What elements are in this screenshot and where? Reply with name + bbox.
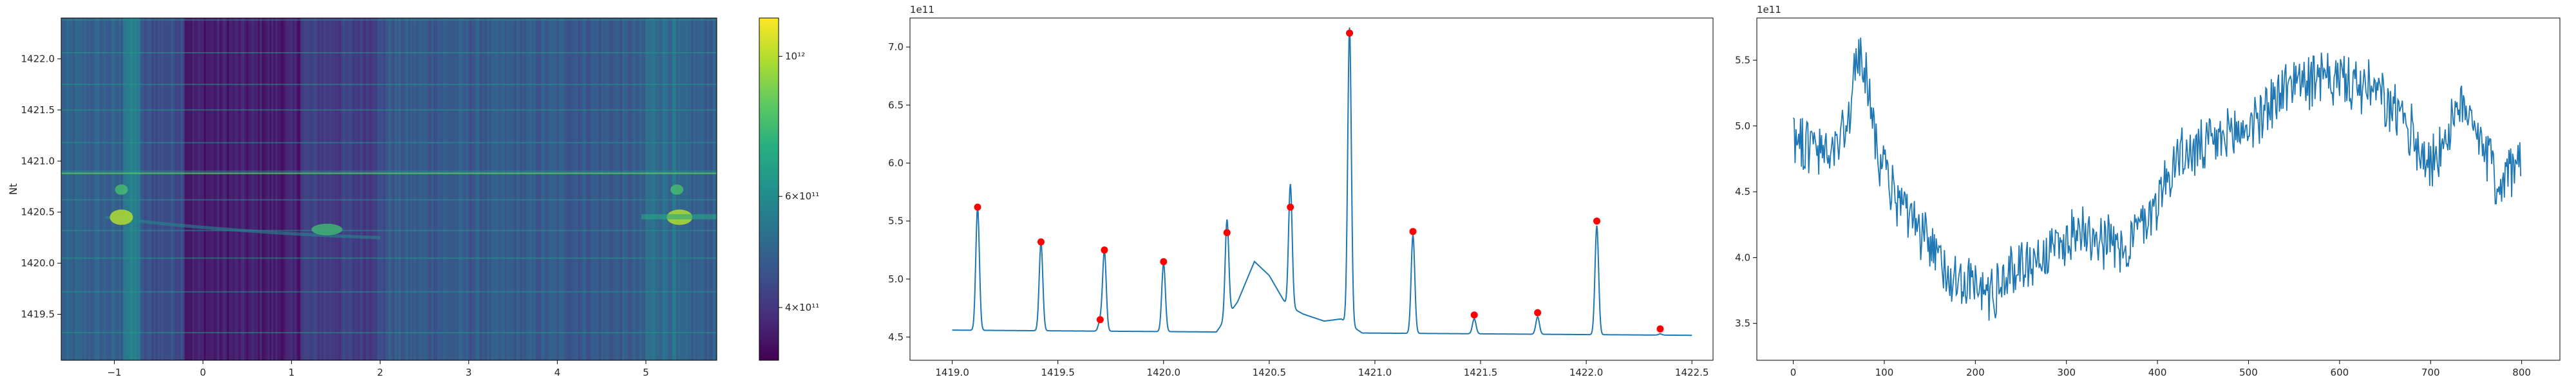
timeseries-y-tick-label: 3.5 (1735, 318, 1750, 329)
colorbar: 4×10¹¹ 6×10¹¹ 10¹² (759, 17, 819, 361)
spectrum-panel: 1419.0 1419.5 1420.0 1420.5 1421.0 1421.5 1422… (888, 4, 1714, 378)
spectrum-y-tick-label: 5.0 (888, 273, 904, 285)
peak-marker (1223, 229, 1231, 237)
spectrum-x-tick-label: 1422.0 (1569, 367, 1604, 378)
peak-marker (1470, 311, 1478, 319)
spectrum-y-ticks: 4.5 5.0 5.5 6.0 6.5 7.0 (888, 41, 910, 343)
heatmap-x-tick-label: −1 (107, 367, 121, 378)
spectrum-x-tick-label: 1419.5 (1041, 367, 1075, 378)
timeseries-x-tick-label: 600 (2331, 367, 2349, 378)
peak-marker (1101, 246, 1108, 254)
heatmap-x-tick-label: 5 (643, 367, 649, 378)
peak-marker (1534, 309, 1542, 317)
spectrum-x-tick-label: 1420.0 (1147, 367, 1181, 378)
heatmap-y-tick-label: 1420.5 (21, 207, 55, 218)
timeseries-y-tick-label: 5.0 (1735, 120, 1750, 132)
peak-marker (1409, 228, 1417, 235)
timeseries-x-tick-label: 300 (2057, 367, 2076, 378)
timeseries-x-tick-label: 700 (2421, 367, 2440, 378)
heatmap-y-tick-label: 1420.0 (21, 257, 55, 269)
heatmap-y-tick-label: 1421.0 (21, 155, 55, 167)
heatmap-x-ticks: −1 0 1 2 3 4 5 (107, 360, 649, 378)
heatmap-y-axis-label: Nt (7, 183, 19, 195)
heatmap-frame (61, 17, 717, 361)
spectrum-y-tick-label: 4.5 (888, 331, 904, 343)
spectrum-offset-label: 1e11 (910, 4, 934, 15)
heatmap-y-ticks: 1419.5 1420.0 1420.5 1421.0 1421.5 1422.0 (21, 53, 61, 320)
timeseries-x-tick-label: 0 (1790, 367, 1797, 378)
spectrum-frame (909, 17, 1714, 361)
heatmap-panel: −1 0 1 2 3 4 5 1419.51420.01420.51421.01421.51… (7, 17, 717, 378)
heatmap-columns (61, 18, 717, 360)
peak-marker (1096, 316, 1104, 324)
heatmap-horizontal-lines (61, 19, 717, 334)
spectrum-x-tick-label: 1420.5 (1253, 367, 1287, 378)
timeseries-x-tick-label: 400 (2148, 367, 2167, 378)
spectrum-y-tick-label: 7.0 (888, 41, 904, 53)
colorbar-tick-label: 10¹² (785, 51, 805, 62)
timeseries-x-tick-label: 200 (1966, 367, 1985, 378)
heatmap-x-tick-label: 4 (554, 367, 561, 378)
heatmap-y-tick-label: 1419.5 (21, 309, 55, 320)
timeseries-frame (1756, 17, 2561, 361)
colorbar-gradient (759, 17, 779, 361)
timeseries-x-tick-label: 800 (2512, 367, 2531, 378)
timeseries-series-line (1792, 37, 2522, 321)
peak-markers (974, 29, 1664, 333)
heatmap-y-tick-label: 1421.5 (21, 104, 55, 116)
spectrum-series-line (952, 27, 1692, 336)
heatmap-x-tick-label: 3 (466, 367, 472, 378)
peak-marker (1656, 325, 1664, 333)
peak-marker (1160, 258, 1168, 266)
spectrum-y-tick-label: 6.0 (888, 157, 904, 169)
timeseries-y-tick-label: 4.5 (1735, 186, 1750, 198)
spectrum-x-tick-label: 1419.0 (935, 367, 969, 378)
colorbar-tick-label: 4×10¹¹ (785, 302, 819, 313)
spectrum-x-tick-label: 1421.0 (1358, 367, 1392, 378)
spectrum-y-tick-label: 6.5 (888, 99, 904, 111)
timeseries-y-ticks: 3.5 4.0 4.5 5.0 5.5 (1735, 54, 1757, 329)
peak-marker (1037, 238, 1045, 246)
timeseries-y-tick-label: 4.0 (1735, 252, 1750, 263)
heatmap-x-tick-label: 1 (289, 367, 295, 378)
peak-marker (974, 203, 981, 211)
heatmap-y-tick-label: 1422.0 (21, 53, 55, 65)
heatmap-x-tick-label: 2 (377, 367, 383, 378)
colorbar-ticks: 4×10¹¹ 6×10¹¹ 10¹² (779, 51, 819, 313)
spectrum-y-tick-label: 5.5 (888, 216, 904, 227)
colorbar-tick-label: 6×10¹¹ (785, 190, 819, 202)
timeseries-offset-label: 1e11 (1757, 4, 1781, 15)
spectrum-x-tick-label: 1421.5 (1464, 367, 1498, 378)
timeseries-y-tick-label: 5.5 (1735, 54, 1750, 66)
peak-marker (1346, 29, 1354, 37)
peak-marker (1287, 203, 1294, 211)
timeseries-panel: 0 100 200 300 400 500 600 700 800 3.5 4.0 4.5 5.0 5.… (1735, 4, 2561, 378)
heatmap-bright-features (105, 184, 717, 239)
heatmap-plot-area (61, 18, 717, 360)
spectrum-x-tick-label: 1422.5 (1675, 367, 1709, 378)
timeseries-x-ticks: 0 100 200 300 400 500 600 700 800 (1790, 360, 2531, 378)
heatmap-x-tick-label: 0 (200, 367, 206, 378)
timeseries-x-tick-label: 100 (1875, 367, 1894, 378)
spectrum-x-ticks: 1419.0 1419.5 1420.0 1420.5 1421.0 1421.5 1422… (935, 360, 1709, 378)
peak-marker (1593, 217, 1601, 225)
timeseries-x-tick-label: 500 (2239, 367, 2258, 378)
